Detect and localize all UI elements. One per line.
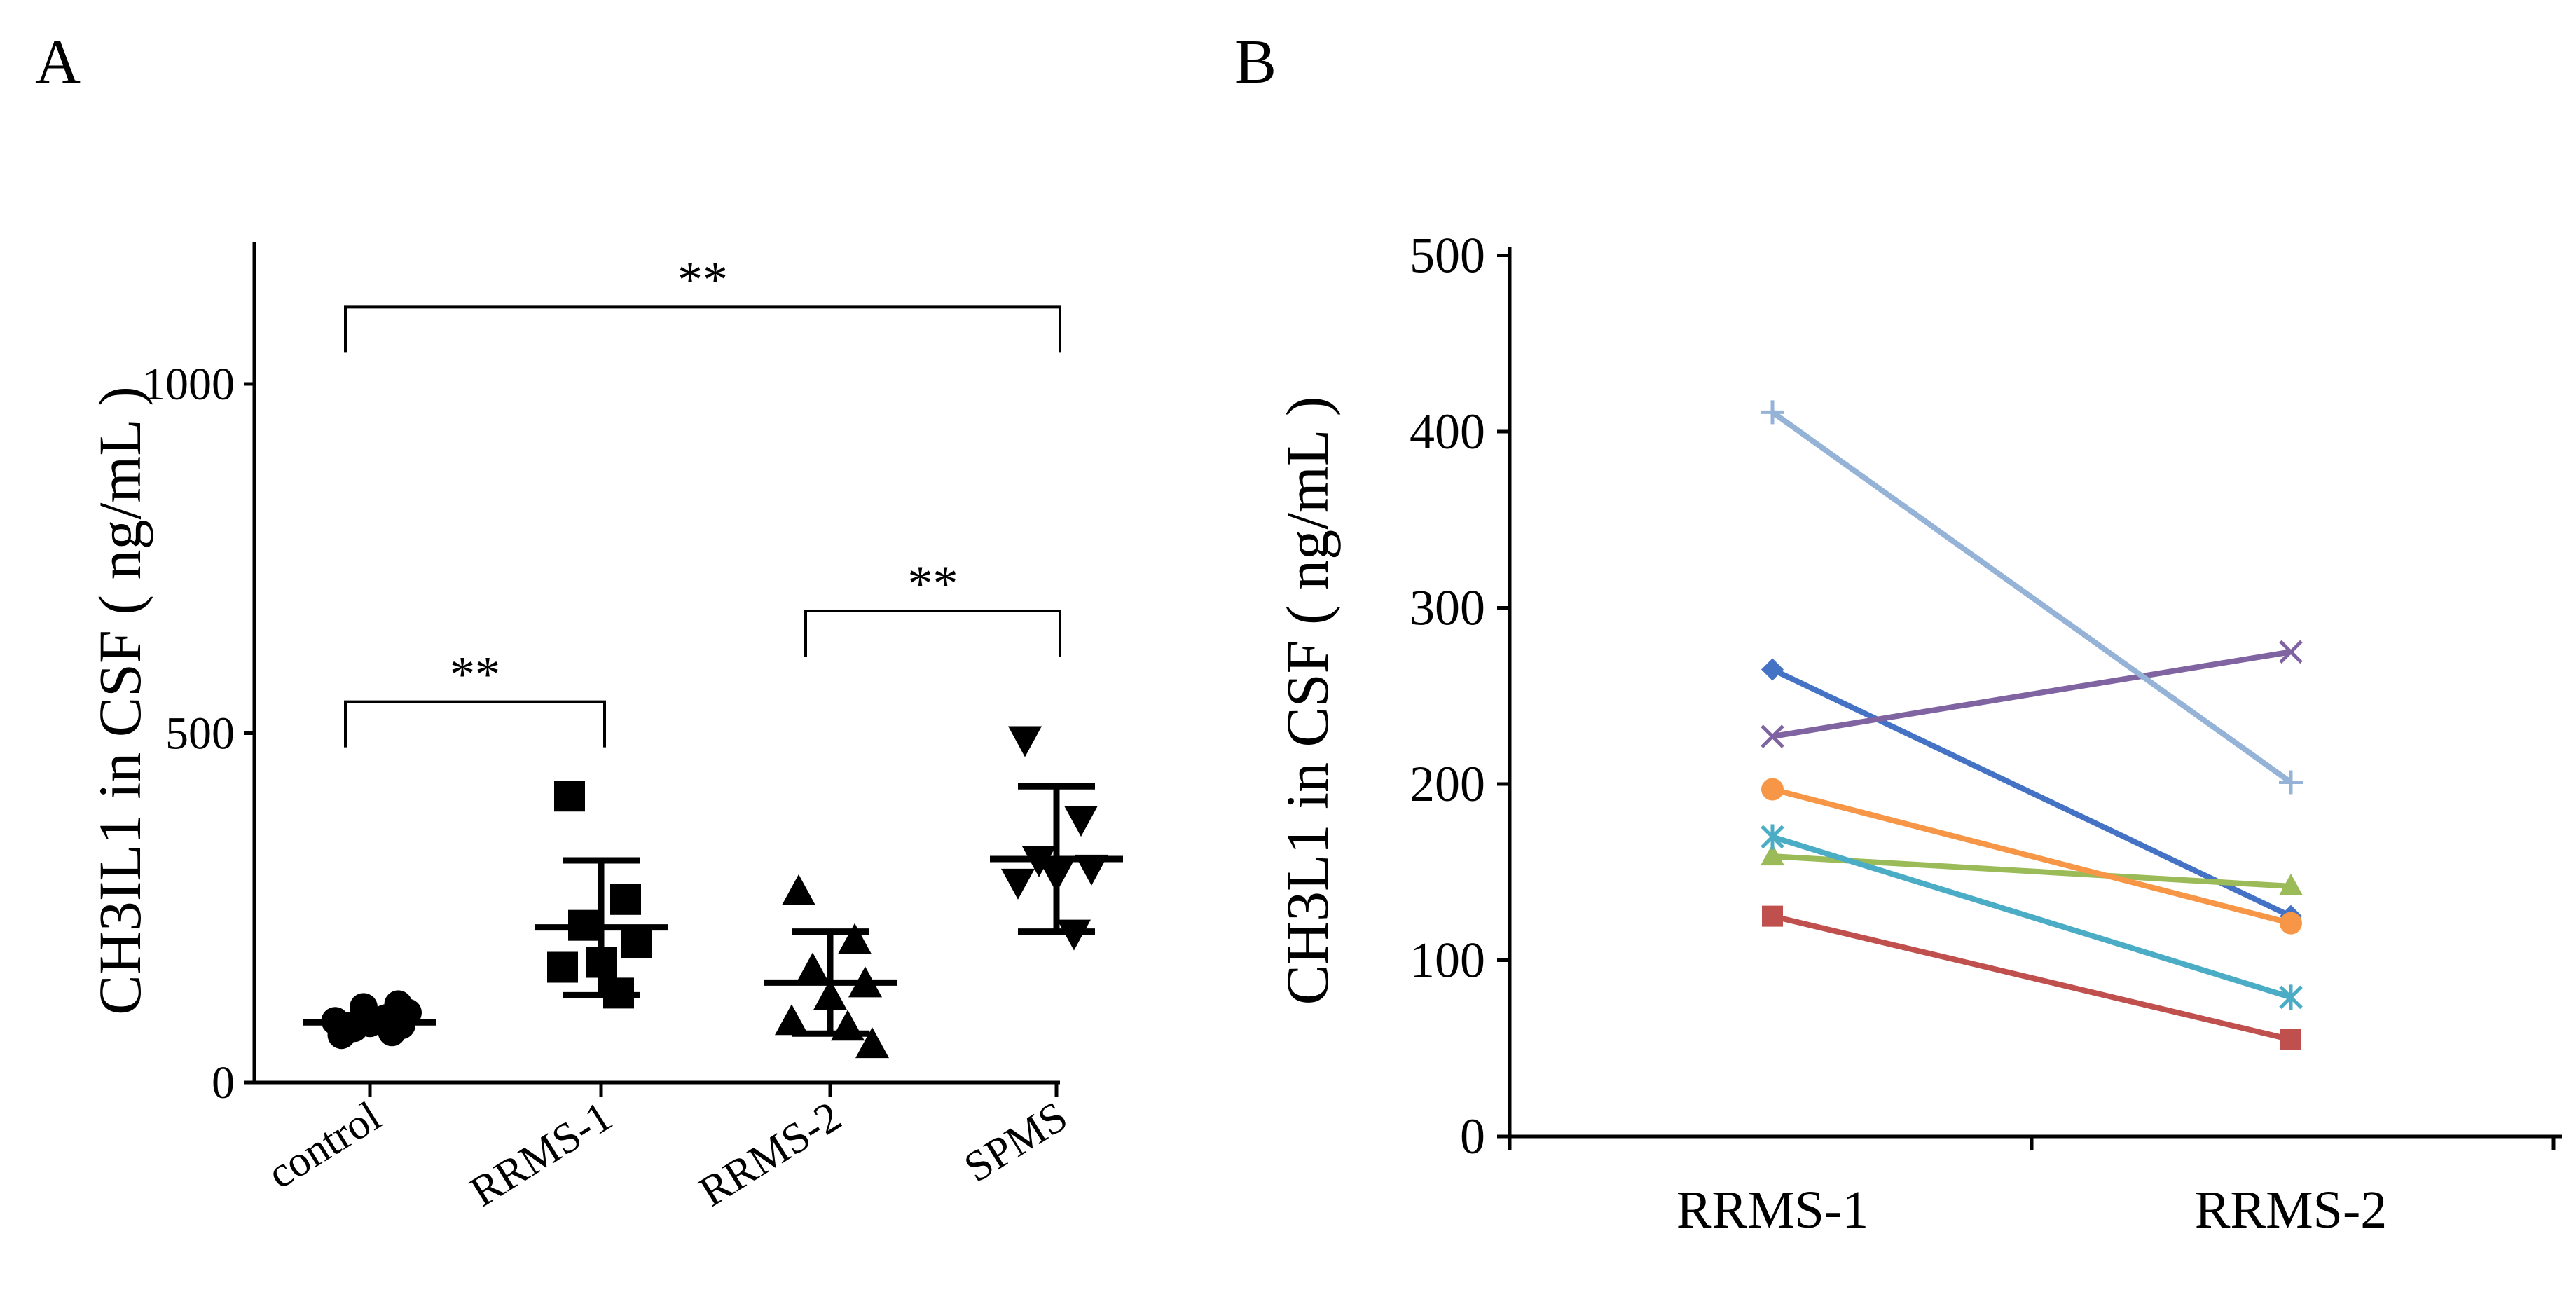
panel-b-label: B bbox=[1234, 27, 1276, 97]
panel-a-point-rrms-2 bbox=[796, 952, 829, 984]
panel-b-x-ticks: RRMS-1 RRMS-2 bbox=[1508, 1136, 2556, 1239]
panel-a-point-rrms-2 bbox=[855, 1027, 889, 1059]
panel-a-significance-label: ** bbox=[908, 556, 958, 612]
panel-a-point-spms bbox=[1064, 806, 1098, 837]
panel-b-patient-5-marker bbox=[1761, 824, 1784, 850]
panel-b-patient-4-marker bbox=[2279, 640, 2303, 664]
panel-a-y-tick-label: 1000 bbox=[142, 359, 235, 410]
panel-b-series bbox=[1761, 400, 2303, 1050]
panel-a-point-control bbox=[384, 990, 413, 1019]
panel-b-x-tick-label-rrms-2: RRMS-2 bbox=[2195, 1181, 2388, 1239]
panel-b-patient-2-marker bbox=[2280, 1029, 2301, 1050]
panel-b-y-tick-label: 0 bbox=[1460, 1108, 1485, 1164]
panel-b-patient-4-line bbox=[1772, 649, 2292, 740]
panel-a-x-tick-label-control: control bbox=[259, 1092, 389, 1198]
panel-a-label: A bbox=[35, 27, 81, 97]
panel-a-y-tick-label: 500 bbox=[165, 708, 235, 760]
panel-b-patient-2-line bbox=[1772, 913, 2292, 1043]
panel-a-point-rrms-2 bbox=[782, 874, 815, 905]
panel-a-point-rrms-1 bbox=[547, 951, 578, 983]
panel-a-point-spms bbox=[1001, 868, 1035, 900]
panel-a-significance-bracket bbox=[804, 610, 1061, 657]
panel-b-y-tick-label: 500 bbox=[1410, 228, 1485, 284]
panel-a-point-rrms-2 bbox=[838, 923, 872, 954]
panel-b-patient-7-marker bbox=[1761, 400, 1784, 425]
panel-b: B CH3L1 in CSF ( ng/mL ) 0 100 200 300 400 50… bbox=[1234, 27, 2562, 1239]
panel-a-point-spms bbox=[1075, 854, 1108, 886]
panel-a-significance-label: ** bbox=[677, 252, 728, 308]
panel-a-error-bars bbox=[303, 783, 1123, 1037]
panel-b-y-tick-label: 200 bbox=[1410, 756, 1485, 812]
panel-a-x-tick-label-spms: SPMS bbox=[956, 1092, 1076, 1192]
panel-b-y-tick-label: 400 bbox=[1410, 404, 1485, 460]
panel-a-point-rrms-1 bbox=[621, 927, 652, 958]
panel-a-x-tick-label-rrms-1: RRMS-1 bbox=[462, 1092, 620, 1216]
panel-b-patient-6-line bbox=[1771, 786, 2292, 926]
panel-a-points bbox=[321, 726, 1108, 1059]
panel-a-y-ticks: 0 500 1000 bbox=[142, 359, 254, 1108]
panel-a-y-axis-label: CH3IL1 in CSF ( ng/mL ) bbox=[86, 386, 153, 1015]
panel-a-point-spms bbox=[1008, 726, 1042, 757]
panel-a-significance-bracket bbox=[344, 700, 606, 748]
panel-b-y-ticks: 0 100 200 300 400 500 bbox=[1410, 228, 1510, 1164]
panel-b-patient-4-marker bbox=[1761, 724, 1784, 748]
panel-b-x-tick-label-rrms-1: RRMS-1 bbox=[1676, 1181, 1869, 1239]
panel-b-patient-5-marker bbox=[2279, 984, 2303, 1010]
panel-b-patient-6-marker bbox=[2280, 912, 2302, 935]
panel-a-y-tick-label: 0 bbox=[212, 1057, 235, 1108]
panel-b-y-axis-label: CH3L1 in CSF ( ng/mL ) bbox=[1274, 397, 1341, 1005]
panel-a-x-tick-label-rrms-2: RRMS-2 bbox=[691, 1092, 849, 1216]
panel-a: A CH3IL1 in CSF ( ng/mL ) 0 500 1000 contr… bbox=[35, 27, 1123, 1216]
panel-b-patient-5-line bbox=[1771, 834, 2292, 1001]
panel-b-patient-1-marker bbox=[1761, 658, 1784, 681]
panel-a-point-rrms-1 bbox=[554, 781, 585, 812]
panel-b-patient-7-marker bbox=[2279, 770, 2303, 795]
panel-b-y-tick-label: 300 bbox=[1410, 580, 1485, 636]
panel-a-point-spms bbox=[1057, 919, 1091, 951]
panel-b-patient-7-line bbox=[1770, 410, 2293, 785]
panel-a-significance-bracket bbox=[344, 305, 1061, 353]
panel-a-point-rrms-2 bbox=[775, 1004, 808, 1036]
panel-b-patient-1-line bbox=[1771, 666, 2292, 919]
panel-a-significance-label: ** bbox=[450, 647, 500, 703]
panel-b-patient-2-marker bbox=[1762, 905, 1783, 927]
panel-b-y-tick-label: 100 bbox=[1410, 933, 1485, 989]
panel-a-point-rrms-1 bbox=[610, 884, 641, 915]
panel-a-x-ticks: control RRMS-1 RRMS-2 SPMS bbox=[259, 1083, 1075, 1216]
panel-b-patient-6-marker bbox=[1761, 778, 1784, 801]
panel-b-patient-3-marker bbox=[1761, 844, 1784, 866]
panel-a-significance-brackets: ** ** ** bbox=[344, 252, 1061, 748]
panel-b-patient-3-marker bbox=[2279, 873, 2303, 895]
